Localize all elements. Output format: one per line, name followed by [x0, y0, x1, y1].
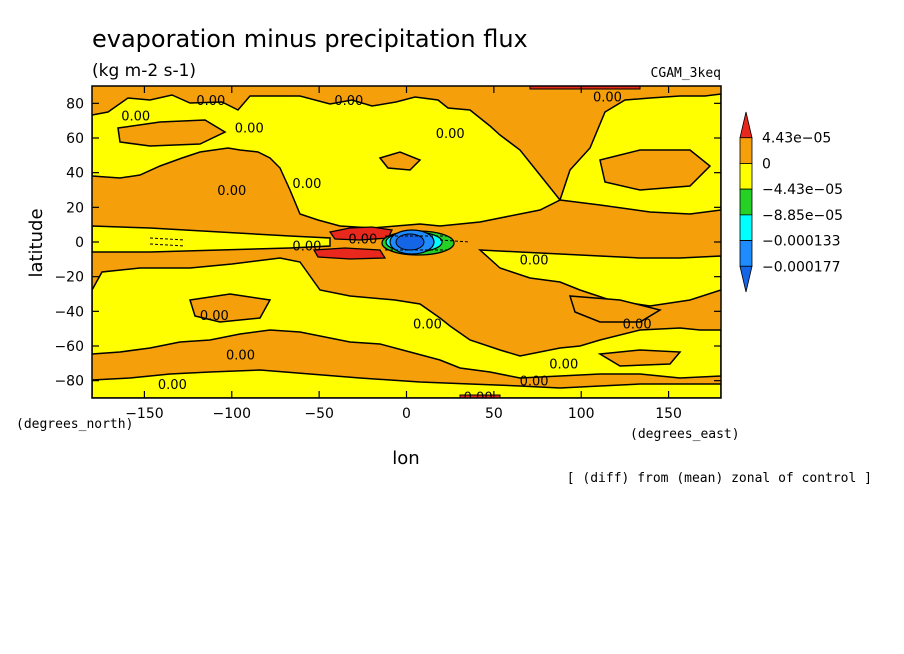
region-far-south: [92, 369, 721, 398]
island-north-2: [378, 151, 422, 171]
x-units-label: (degrees_east): [630, 427, 740, 442]
y-axis: 80 60 40 20 0 −20 −40 −60 −80: [54, 96, 721, 390]
colorbar-label: −8.85e−05: [762, 208, 843, 224]
contour-labels: 0.000.000.000.00 0.000.000.00 0.000.00 0.00…: [121, 90, 652, 405]
contour-label: 0.00: [200, 309, 229, 324]
edge-patch-top: [529, 86, 641, 90]
x-tick-label: −50: [304, 406, 334, 422]
x-tick-label: −100: [213, 406, 251, 422]
contour-label: 0.00: [348, 233, 377, 248]
x-tick-label: 50: [485, 406, 503, 422]
y-tick-label: 80: [66, 96, 84, 112]
colorbar-swatch: [739, 240, 753, 267]
colorbar-swatch: [739, 163, 753, 190]
colorbar-swatch: [739, 111, 753, 139]
x-tick-label: 100: [568, 406, 595, 422]
region-south-belt: [92, 257, 721, 379]
contour-label: 0.00: [292, 239, 321, 254]
x-tick-label: −150: [125, 406, 163, 422]
contour-label: 0.00: [196, 94, 225, 109]
contour-label: 0.00: [520, 375, 549, 390]
contour-label: 0.00: [121, 109, 150, 124]
y-tick-label: 0: [75, 235, 84, 251]
y-tick-label: 60: [66, 131, 84, 147]
colorbar-label: −4.43e−05: [762, 182, 843, 198]
colorbar-label: −0.000133: [762, 234, 841, 250]
chart-title: evaporation minus precipitation flux: [92, 25, 528, 53]
colorbar: 4.43e−05 0 −4.43e−05 −8.85e−05 −0.000133 −0.0…: [739, 111, 843, 293]
island-south-3: [597, 349, 682, 367]
region-south-east: [477, 249, 721, 307]
colorbar-swatch: [739, 137, 753, 164]
contour-label: 0.00: [549, 357, 578, 372]
colorbar-label: 4.43e−05: [762, 131, 831, 147]
island-south-2: [568, 295, 662, 323]
colorbar-swatch: [739, 265, 753, 293]
colorbar-swatch: [739, 188, 753, 216]
dashed-contours: [149, 235, 471, 251]
contour-label: 0.00: [158, 378, 187, 393]
y-tick-label: −60: [54, 339, 84, 355]
colorbar-label: 0: [762, 156, 771, 172]
y-tick-label: −40: [54, 304, 84, 320]
red-patch-south: [312, 247, 387, 260]
footnote: [ (diff) from (mean) zonal of control ]: [567, 471, 872, 486]
contour-label: 0.00: [413, 317, 442, 332]
contour-label: 0.00: [593, 90, 622, 105]
x-tick-label: 150: [655, 406, 682, 422]
y-tick-label: −80: [54, 374, 84, 390]
contour-label: 0.00: [292, 177, 321, 192]
contour-label: 0.00: [217, 184, 246, 199]
contour-label: 0.00: [520, 253, 549, 268]
tropical-anomaly: [149, 226, 471, 260]
edge-patches: [459, 86, 641, 398]
contour-label: 0.00: [334, 94, 363, 109]
contour-label: 0.00: [464, 390, 493, 405]
contour-label: 0.00: [623, 317, 652, 332]
island-north-1: [117, 119, 227, 147]
x-axis-label: lon: [392, 448, 419, 469]
colorbar-label: −0.000177: [762, 259, 841, 275]
dataset-label: CGAM_3keq: [651, 66, 721, 81]
edge-patch-bottom: [459, 394, 501, 398]
y-tick-label: 40: [66, 166, 84, 182]
y-tick-label: 20: [66, 200, 84, 216]
island-south-1: [189, 293, 272, 323]
y-axis-label: latitude: [26, 208, 47, 277]
colorbar-swatch: [739, 214, 753, 241]
orange-islands: [117, 119, 712, 367]
contour-label: 0.00: [436, 127, 465, 142]
y-units-label: (degrees_north): [16, 417, 133, 432]
island-north-3: [599, 149, 712, 191]
region-equator-west: [92, 225, 331, 253]
x-tick-label: 0: [402, 406, 411, 422]
y-tick-label: −20: [54, 270, 84, 286]
plot-area: 0.000.000.000.00 0.000.000.00 0.000.00 0.00…: [92, 86, 721, 405]
contour-label: 0.00: [235, 122, 264, 137]
contour-label: 0.00: [226, 349, 255, 364]
x-axis: −150 −100 −50 0 50 100 150: [125, 86, 682, 422]
red-patch-north: [328, 226, 393, 241]
chart-units: (kg m-2 s-1): [92, 61, 196, 81]
